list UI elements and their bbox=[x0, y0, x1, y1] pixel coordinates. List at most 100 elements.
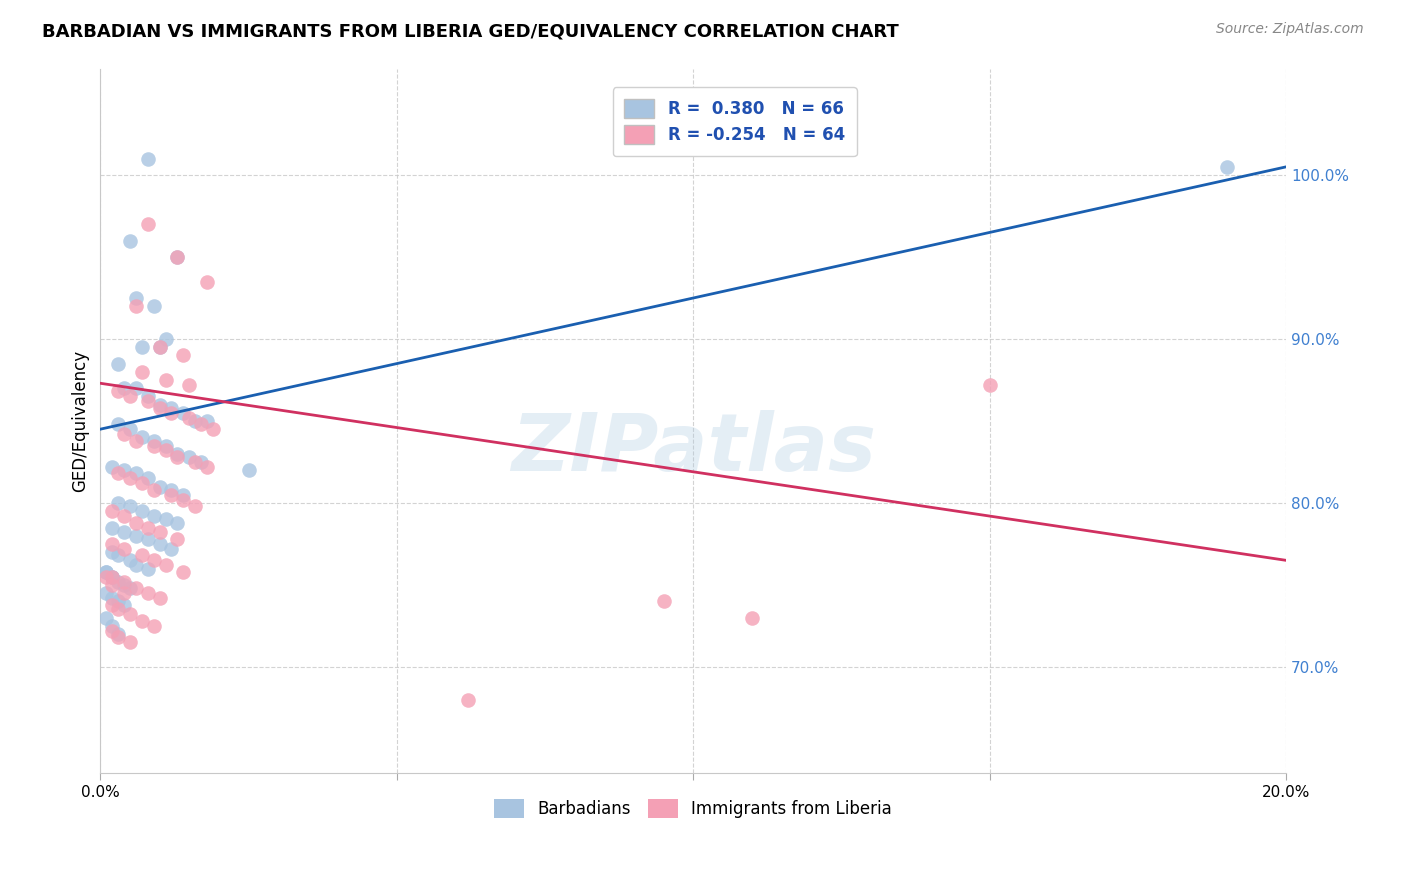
Point bbox=[112, 463, 135, 477]
Point bbox=[107, 627, 129, 641]
Point bbox=[142, 434, 165, 448]
Point bbox=[96, 565, 118, 579]
Point bbox=[184, 455, 207, 469]
Point bbox=[125, 299, 148, 313]
Point bbox=[101, 459, 124, 474]
Point bbox=[160, 483, 183, 497]
Point bbox=[142, 299, 165, 313]
Point bbox=[101, 537, 124, 551]
Point bbox=[149, 525, 172, 540]
Point bbox=[142, 483, 165, 497]
Point bbox=[201, 422, 224, 436]
Point bbox=[179, 450, 201, 464]
Point bbox=[155, 439, 177, 453]
Point bbox=[149, 340, 172, 354]
Point bbox=[118, 500, 141, 514]
Point bbox=[131, 549, 153, 563]
Y-axis label: GED/Equivalency: GED/Equivalency bbox=[72, 350, 89, 492]
Point bbox=[96, 565, 118, 579]
Point bbox=[107, 357, 129, 371]
Point bbox=[118, 607, 141, 622]
Point bbox=[190, 455, 212, 469]
Point bbox=[457, 692, 479, 706]
Point bbox=[741, 610, 763, 624]
Point bbox=[142, 439, 165, 453]
Point bbox=[118, 581, 141, 595]
Point bbox=[166, 250, 188, 264]
Point bbox=[125, 467, 148, 481]
Point bbox=[125, 381, 148, 395]
Point bbox=[112, 509, 135, 524]
Point bbox=[142, 553, 165, 567]
Point bbox=[652, 594, 675, 608]
Point bbox=[160, 488, 183, 502]
Point bbox=[101, 578, 124, 592]
Point bbox=[118, 553, 141, 567]
Point bbox=[149, 398, 172, 412]
Point bbox=[155, 443, 177, 458]
Text: ZIPatlas: ZIPatlas bbox=[510, 410, 876, 488]
Point bbox=[112, 586, 135, 600]
Point bbox=[118, 422, 141, 436]
Point bbox=[112, 574, 135, 589]
Point bbox=[107, 574, 129, 589]
Point bbox=[166, 532, 188, 546]
Point bbox=[136, 520, 159, 534]
Point bbox=[136, 532, 159, 546]
Point bbox=[101, 591, 124, 605]
Point bbox=[149, 591, 172, 605]
Point bbox=[136, 152, 159, 166]
Point bbox=[136, 586, 159, 600]
Legend: Barbadians, Immigrants from Liberia: Barbadians, Immigrants from Liberia bbox=[488, 792, 898, 825]
Point bbox=[166, 516, 188, 530]
Point bbox=[101, 570, 124, 584]
Point bbox=[112, 381, 135, 395]
Text: Source: ZipAtlas.com: Source: ZipAtlas.com bbox=[1216, 22, 1364, 37]
Point bbox=[160, 541, 183, 556]
Point bbox=[118, 635, 141, 649]
Point bbox=[172, 406, 194, 420]
Point bbox=[118, 471, 141, 485]
Point bbox=[190, 417, 212, 432]
Point bbox=[125, 434, 148, 448]
Point bbox=[131, 365, 153, 379]
Point bbox=[107, 602, 129, 616]
Point bbox=[125, 516, 148, 530]
Point bbox=[96, 570, 118, 584]
Point bbox=[136, 389, 159, 403]
Point bbox=[1215, 160, 1237, 174]
Point bbox=[172, 565, 194, 579]
Point bbox=[155, 512, 177, 526]
Point bbox=[131, 476, 153, 491]
Point bbox=[179, 378, 201, 392]
Point bbox=[107, 467, 129, 481]
Point bbox=[107, 549, 129, 563]
Point bbox=[979, 378, 1001, 392]
Point bbox=[107, 384, 129, 399]
Point bbox=[101, 570, 124, 584]
Point bbox=[149, 401, 172, 415]
Point bbox=[118, 389, 141, 403]
Point bbox=[107, 496, 129, 510]
Point bbox=[101, 598, 124, 612]
Point bbox=[107, 631, 129, 645]
Point bbox=[107, 594, 129, 608]
Point bbox=[155, 332, 177, 346]
Point bbox=[101, 619, 124, 633]
Point bbox=[155, 558, 177, 573]
Point bbox=[101, 624, 124, 638]
Point bbox=[160, 401, 183, 415]
Point bbox=[125, 558, 148, 573]
Point bbox=[112, 427, 135, 442]
Point bbox=[149, 479, 172, 493]
Point bbox=[101, 545, 124, 559]
Point bbox=[166, 450, 188, 464]
Point bbox=[160, 406, 183, 420]
Point bbox=[101, 520, 124, 534]
Point bbox=[142, 619, 165, 633]
Point bbox=[195, 275, 218, 289]
Point bbox=[149, 537, 172, 551]
Point bbox=[238, 463, 260, 477]
Point bbox=[149, 340, 172, 354]
Point bbox=[112, 578, 135, 592]
